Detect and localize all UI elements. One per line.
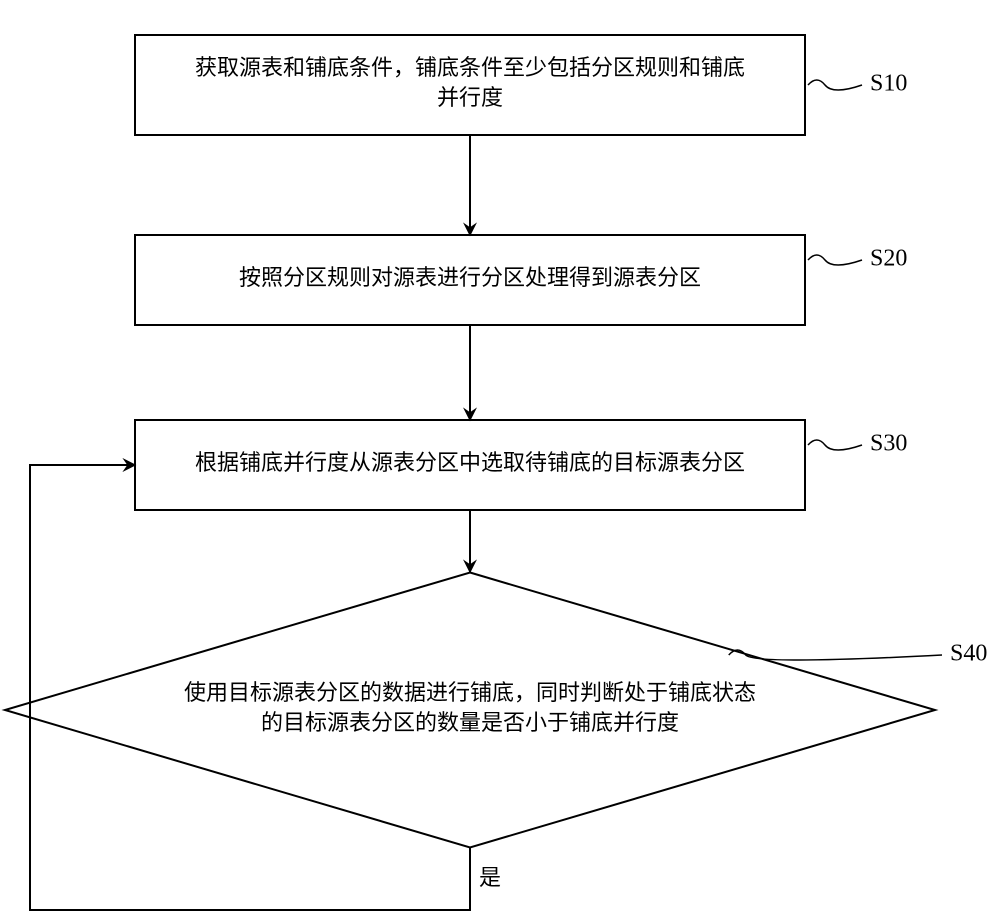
node-s40: 使用目标源表分区的数据进行铺底，同时判断处于铺底状态的目标源表分区的数量是否小于… — [5, 573, 987, 848]
node-s10-text-0: 获取源表和铺底条件，铺底条件至少包括分区规则和铺底 — [195, 55, 745, 80]
node-s20: 按照分区规则对源表进行分区处理得到源表分区 S20 — [135, 235, 907, 325]
edge-label-3: 是 — [479, 865, 501, 890]
label-connector-s10 — [808, 80, 862, 90]
node-s30-text-0: 根据铺底并行度从源表分区中选取待铺底的目标源表分区 — [195, 450, 745, 475]
step-label-s40: S40 — [950, 641, 987, 667]
label-connector-s30 — [808, 440, 862, 450]
step-label-s30: S30 — [870, 431, 907, 457]
label-connector-s40 — [729, 650, 942, 660]
step-label-s10: S10 — [870, 71, 907, 97]
node-s10: 获取源表和铺底条件，铺底条件至少包括分区规则和铺底并行度 S10 — [135, 35, 907, 135]
node-s20-text-0: 按照分区规则对源表进行分区处理得到源表分区 — [239, 265, 701, 290]
node-s30: 根据铺底并行度从源表分区中选取待铺底的目标源表分区 S30 — [135, 420, 907, 510]
label-connector-s20 — [808, 255, 862, 265]
node-s40-text-1: 的目标源表分区的数量是否小于铺底并行度 — [261, 710, 679, 735]
node-s40-text-0: 使用目标源表分区的数据进行铺底，同时判断处于铺底状态 — [184, 680, 756, 705]
step-label-s20: S20 — [870, 246, 907, 272]
node-s10-text-1: 并行度 — [437, 85, 503, 110]
